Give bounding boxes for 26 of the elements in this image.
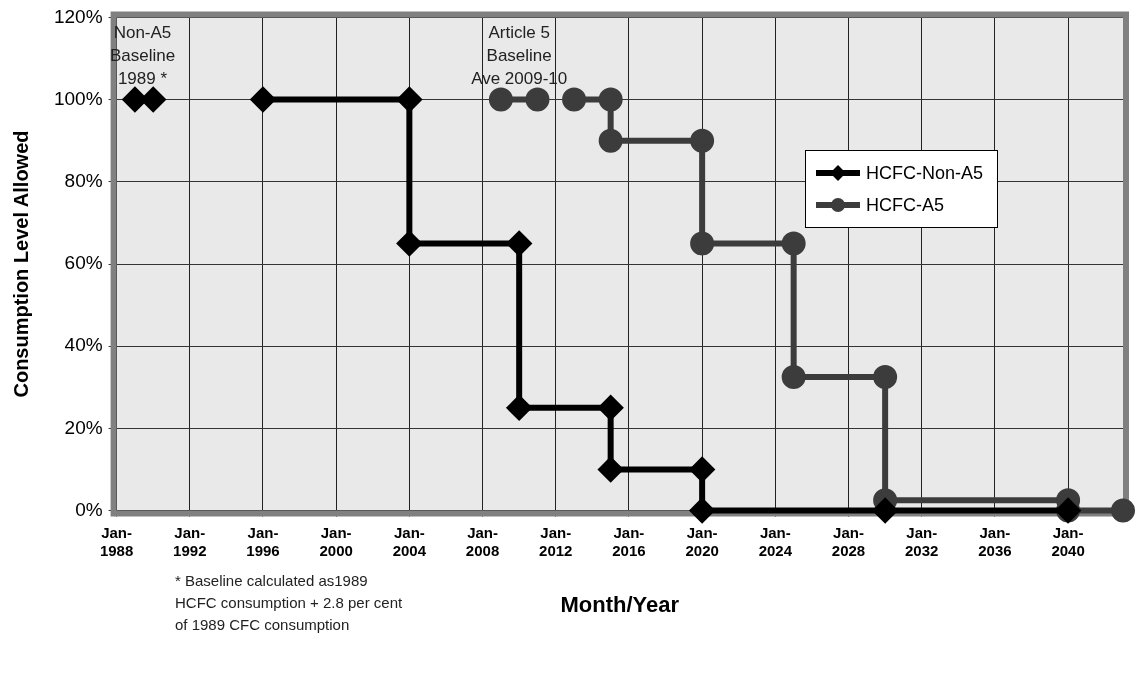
y-tick-label: 40%: [64, 334, 103, 356]
x-tick-label: Jan-2016: [612, 523, 646, 559]
x-tick-label: Jan-2012: [539, 523, 573, 559]
y-axis-title: Consumption Level Allowed: [9, 130, 32, 398]
x-tick-label: Jan-2028: [831, 523, 866, 559]
text: * Baseline calculated as1989 HCFC consumption + 2.8 per cent of 1989 CFC consumption: [175, 571, 403, 635]
x-tick-label: Jan-2024: [758, 523, 793, 559]
y-tick-label: 100%: [53, 87, 103, 109]
legend-label: HCFC-A5: [866, 194, 945, 216]
x-axis-title: Month/Year: [560, 591, 680, 617]
x-tick-label: Jan-2020: [685, 523, 719, 559]
y-tick-label: 20%: [64, 416, 103, 438]
x-tick-label: Jan-2032: [905, 523, 939, 559]
x-tick-label: Jan-1988: [99, 523, 134, 559]
x-tick-label: Jan-2004: [392, 523, 427, 559]
y-tick-label: 120%: [53, 5, 103, 27]
x-tick-label: Jan-2036: [978, 523, 1012, 559]
y-tick-label: 60%: [64, 252, 103, 274]
x-tick-label: Jan-2040: [1051, 523, 1085, 559]
x-tick-label: Jan-2000: [319, 523, 353, 559]
legend-label: HCFC-Non-A5: [866, 162, 984, 184]
x-tick-label: Jan-2008: [465, 523, 500, 559]
y-tick-label: 80%: [64, 170, 103, 192]
y-tick-label: 0%: [75, 498, 103, 520]
x-tick-label: Jan-1992: [173, 523, 207, 559]
x-tick-label: Jan-1996: [246, 523, 280, 559]
